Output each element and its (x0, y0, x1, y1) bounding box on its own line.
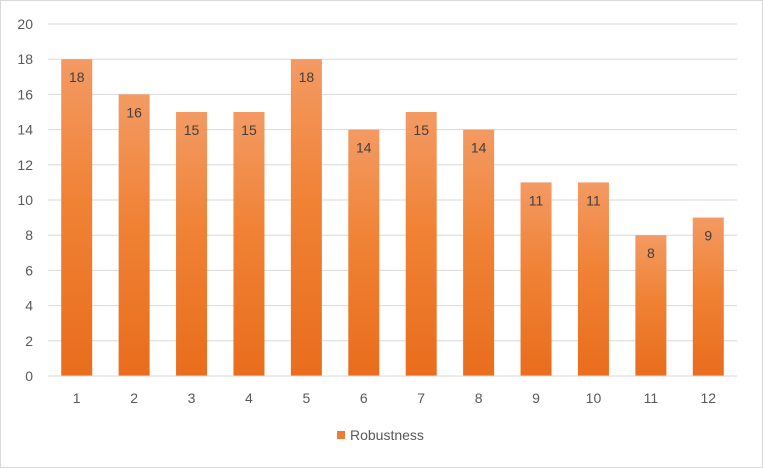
data-label-4: 15 (241, 122, 257, 138)
bar-3 (176, 112, 208, 376)
data-label-5: 18 (299, 69, 315, 85)
data-label-9: 11 (529, 192, 544, 208)
x-tick-label-7: 7 (417, 390, 425, 406)
y-tick-label: 4 (25, 298, 33, 314)
bar-series: 18 16 15 15 18 14 15 14 11 11 8 9 (61, 59, 724, 377)
data-label-8: 14 (471, 140, 487, 156)
x-tick-label-4: 4 (245, 390, 253, 406)
y-tick-label: 2 (25, 333, 33, 349)
data-label-12: 9 (704, 228, 712, 244)
legend-label: Robustness (350, 427, 424, 443)
y-tick-label: 8 (25, 227, 33, 243)
bar-6 (348, 129, 380, 376)
x-tick-label-10: 10 (586, 390, 602, 406)
data-label-6: 14 (356, 140, 372, 156)
gridlines (48, 23, 737, 342)
x-tick-label-12: 12 (701, 390, 717, 406)
y-tick-label: 20 (17, 16, 33, 32)
legend: Robustness (337, 427, 424, 443)
y-tick-label: 14 (17, 122, 33, 138)
y-tick-label: 10 (17, 192, 33, 208)
x-tick-label-8: 8 (475, 390, 483, 406)
x-tick-label-9: 9 (532, 390, 540, 406)
x-tick-label-3: 3 (188, 390, 196, 406)
data-label-1: 18 (69, 69, 85, 85)
data-label-3: 15 (184, 122, 200, 138)
y-tick-label: 0 (25, 368, 33, 384)
bar-8 (463, 129, 495, 376)
x-tick-label-6: 6 (360, 390, 368, 406)
data-label-11: 8 (647, 245, 655, 261)
x-tick-label-11: 11 (644, 390, 659, 406)
x-tick-label-1: 1 (73, 390, 81, 406)
x-tick-label-2: 2 (130, 390, 138, 406)
bar-1 (61, 59, 93, 376)
legend-swatch (337, 431, 345, 439)
bar-4 (233, 112, 265, 376)
bar-5 (290, 59, 322, 376)
x-tick-label-5: 5 (302, 390, 310, 406)
bar-12 (692, 217, 724, 376)
data-label-7: 15 (413, 122, 429, 138)
bar-2 (118, 94, 150, 377)
bar-11 (635, 235, 667, 376)
data-label-2: 16 (126, 104, 142, 120)
bar-10 (577, 182, 609, 376)
y-tick-label: 16 (17, 86, 33, 102)
x-axis: 1 2 3 4 5 6 7 8 9 10 11 12 (48, 375, 737, 406)
bar-7 (405, 112, 437, 376)
y-tick-label: 12 (17, 157, 33, 173)
y-tick-label: 18 (17, 51, 33, 67)
bar-9 (520, 182, 552, 376)
y-tick-label: 6 (25, 262, 33, 278)
data-label-10: 11 (586, 192, 601, 208)
y-axis: 0 2 4 6 8 10 12 14 16 18 20 (17, 16, 33, 384)
